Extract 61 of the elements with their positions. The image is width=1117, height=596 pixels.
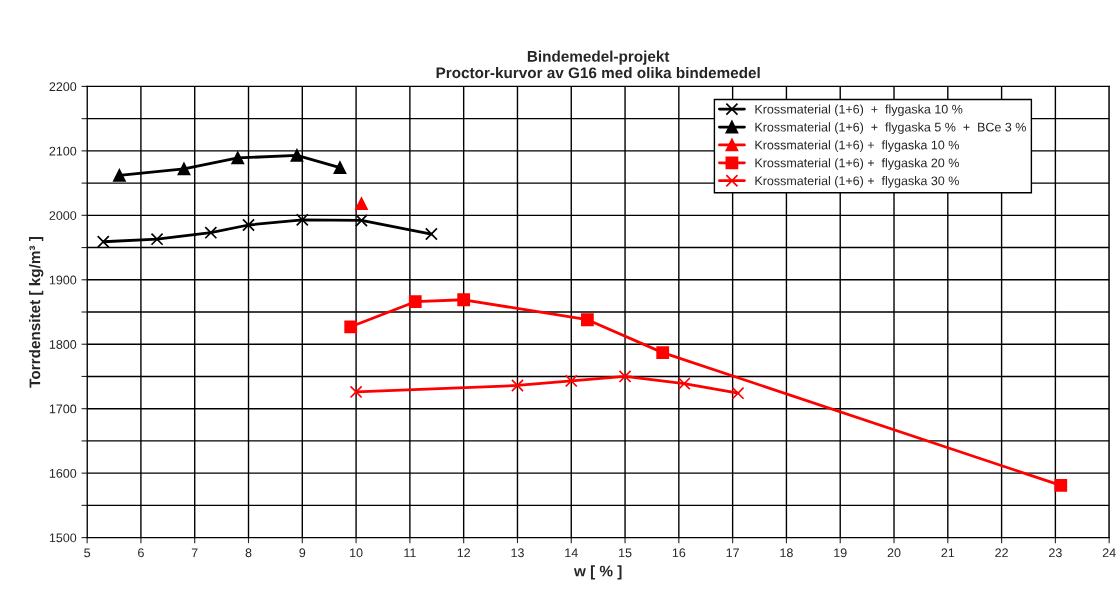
y-tick-label: 1500 <box>49 533 77 543</box>
point <box>1054 478 1068 492</box>
y-tick-label: 2100 <box>49 146 77 156</box>
y-tick-label: 1900 <box>49 275 77 285</box>
x-tick-label: 10 <box>350 548 363 558</box>
x-axis-title: w [ % ] <box>573 565 622 580</box>
point <box>581 313 594 327</box>
point <box>355 197 368 211</box>
y-tick-label: 1600 <box>49 468 77 478</box>
legend-label: Krossmaterial (1+6) + flygaska 10 % <box>755 104 963 117</box>
x-tick-label: 14 <box>565 548 578 558</box>
point <box>177 162 191 176</box>
x-tick-label: 6 <box>138 548 144 558</box>
x-tick-label: 18 <box>780 548 793 558</box>
point <box>355 214 368 227</box>
y-tick-label: 1800 <box>49 340 77 349</box>
point <box>344 320 358 334</box>
point <box>242 218 255 232</box>
x-tick-label: 21 <box>941 548 955 558</box>
point <box>349 385 363 399</box>
point <box>731 386 745 400</box>
point <box>618 370 632 383</box>
point <box>425 227 438 241</box>
point <box>656 346 670 360</box>
y-tick-label: 2200 <box>49 82 77 92</box>
x-tick-label: 23 <box>1049 548 1062 558</box>
point <box>408 295 422 309</box>
legend-label: Krossmaterial (1+6) + flygaska 10 % <box>755 140 959 152</box>
legend-label: Krossmaterial (1+6) + flygaska 30 % <box>755 176 959 188</box>
x-tick-label: 17 <box>726 548 739 558</box>
point <box>295 213 309 227</box>
x-tick-label: 16 <box>672 548 686 558</box>
x-tick-label: 22 <box>995 548 1008 558</box>
point <box>113 168 126 182</box>
x-tick-label: 19 <box>834 548 847 558</box>
point <box>150 232 164 246</box>
point <box>231 151 245 165</box>
legend-label: Krossmaterial (1+6) + flygaska 5 % + BCe 3 % <box>755 122 1026 134</box>
point <box>290 148 304 162</box>
point <box>457 293 471 307</box>
point <box>333 161 347 175</box>
x-tick-label: 15 <box>619 548 632 558</box>
x-tick-label: 9 <box>299 548 306 558</box>
point <box>511 379 524 392</box>
point <box>677 377 691 390</box>
x-tick-label: 13 <box>511 548 524 558</box>
x-tick-label: 8 <box>245 548 252 558</box>
x-tick-label: 12 <box>457 548 470 558</box>
x-tick-label: 5 <box>84 548 91 558</box>
x-tick-label: 20 <box>887 548 901 558</box>
legend-label: Krossmaterial (1+6) + flygaska 20 % <box>755 158 959 170</box>
chart-title: Bindemedel-projekt Proctor-kurvor av G16 med olika bindemedel <box>436 50 760 79</box>
x-tick-label: 7 <box>191 548 198 558</box>
y-tick-label: 2000 <box>49 211 77 220</box>
point <box>564 374 578 388</box>
point <box>204 226 218 240</box>
point <box>96 235 110 249</box>
y-axis-title: Torrdensitet [ kg/m³ ] <box>29 237 44 388</box>
x-tick-label: 11 <box>404 548 416 558</box>
x-tick-label: 24 <box>1102 548 1116 558</box>
y-tick-label: 1700 <box>49 404 77 414</box>
